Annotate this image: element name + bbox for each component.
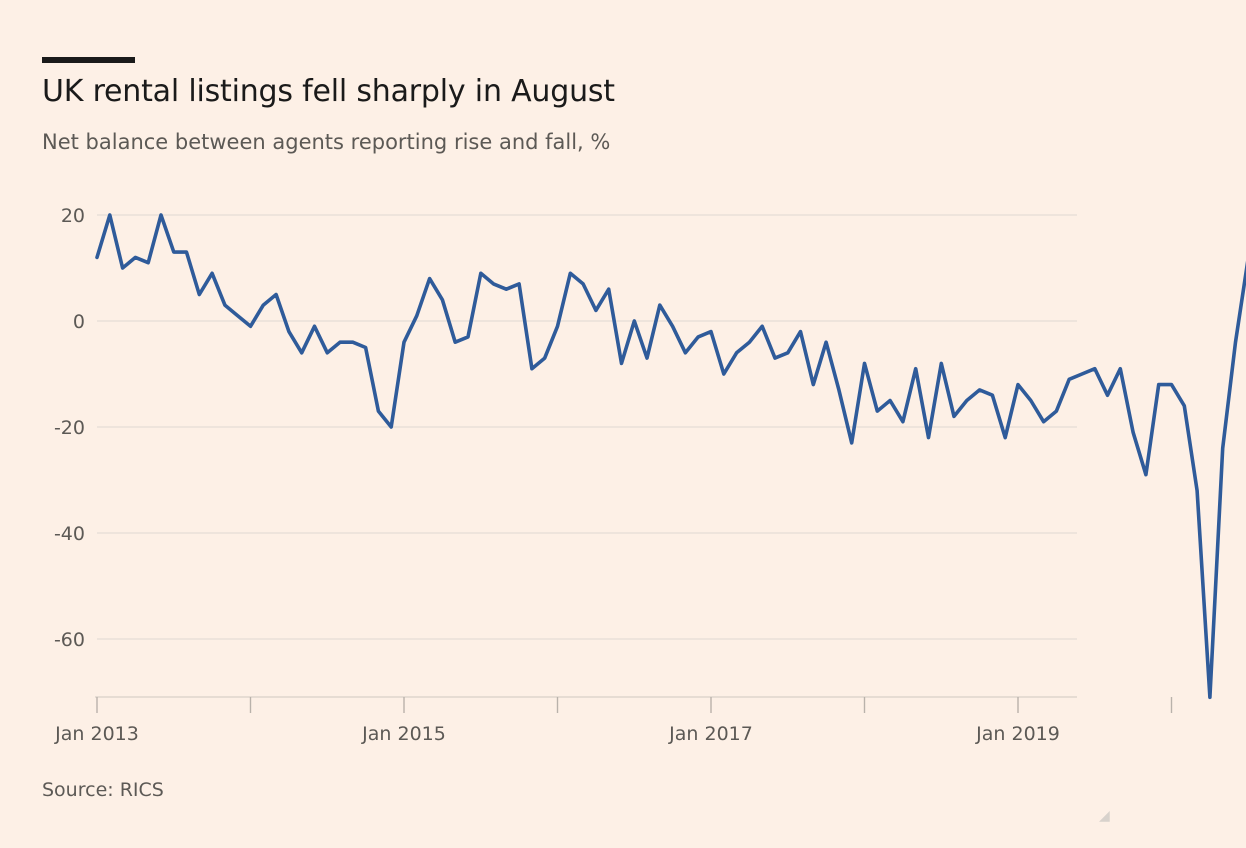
y-tick-label: -20 <box>54 417 85 439</box>
x-tick-label: Jan 2013 <box>54 723 139 745</box>
x-tick-label: Jan 2017 <box>668 723 753 745</box>
y-tick-label: -60 <box>54 629 85 651</box>
y-tick-label: 0 <box>73 311 85 333</box>
x-tick-label: Jan 2015 <box>361 723 446 745</box>
series-layer <box>95 213 1246 700</box>
y-tick-label: -40 <box>54 523 85 545</box>
resize-handle-icon: ◢ <box>1099 808 1110 824</box>
y-axis-tick-labels: 20 0 -20 -40 -60 <box>54 205 85 651</box>
series-line <box>95 213 1246 700</box>
x-tick-label: Jan 2019 <box>975 723 1060 745</box>
source-note: Source: RICS <box>42 779 164 801</box>
y-tick-label: 20 <box>61 205 85 227</box>
gridlines <box>97 214 1077 640</box>
chart-title: UK rental listings fell sharply in Augus… <box>42 74 615 109</box>
chart-subtitle: Net balance between agents reporting ris… <box>42 130 611 154</box>
title-accent-bar <box>42 57 135 63</box>
